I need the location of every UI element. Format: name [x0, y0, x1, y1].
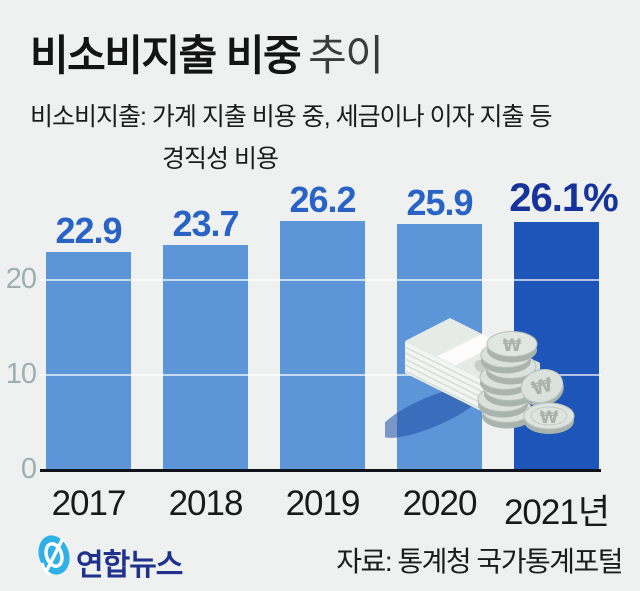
svg-text:₩: ₩ — [503, 336, 522, 356]
subtitle-line-2: 경직성 비용 — [162, 145, 279, 173]
value-label-2019: 26.2 — [289, 179, 356, 221]
title-main: 비소비지출 비중 — [30, 32, 302, 79]
money-icon: ₩ ₩ ₩ — [385, 318, 575, 438]
bar-2018 — [163, 244, 248, 470]
y-axis-label-20: 20 — [5, 263, 37, 295]
x-axis-label-2017: 2017 — [51, 484, 127, 523]
x-axis-label-2020: 2020 — [402, 484, 478, 523]
value-label-2021년: 26.1% — [509, 176, 618, 221]
value-label-2017: 22.9 — [55, 210, 122, 252]
x-axis-label-2018: 2018 — [168, 484, 244, 523]
title-suffix: 추이 — [308, 32, 384, 79]
y-axis-label-10: 10 — [5, 358, 37, 390]
bar-2017 — [46, 252, 131, 470]
gridline-10 — [40, 374, 601, 376]
yonhap-logo-icon — [38, 535, 70, 577]
subtitle-line-1: 비소비지출: 가계 지출 비용 중, 세금이나 이자 지출 등 — [30, 103, 552, 131]
value-label-2018: 23.7 — [172, 202, 239, 244]
value-label-2020: 25.9 — [406, 181, 473, 223]
page-title: 비소비지출 비중 추이 — [30, 22, 384, 83]
svg-text:₩: ₩ — [540, 408, 559, 428]
source-credit: 자료: 통계청 국가통계포털 — [336, 546, 623, 577]
x-axis-label-2019: 2019 — [285, 484, 361, 523]
gridline-20 — [40, 279, 601, 281]
x-axis-line — [40, 469, 601, 472]
chart-subtitle: 비소비지출: 가계 지출 비용 중, 세금이나 이자 지출 등 경직성 비용 — [30, 96, 552, 180]
y-axis-label-0: 0 — [20, 453, 37, 485]
bar-2019 — [280, 221, 365, 470]
x-axis-label-2021년: 2021년 — [503, 493, 610, 532]
logo-wordmark: 연합뉴스 — [76, 549, 183, 582]
